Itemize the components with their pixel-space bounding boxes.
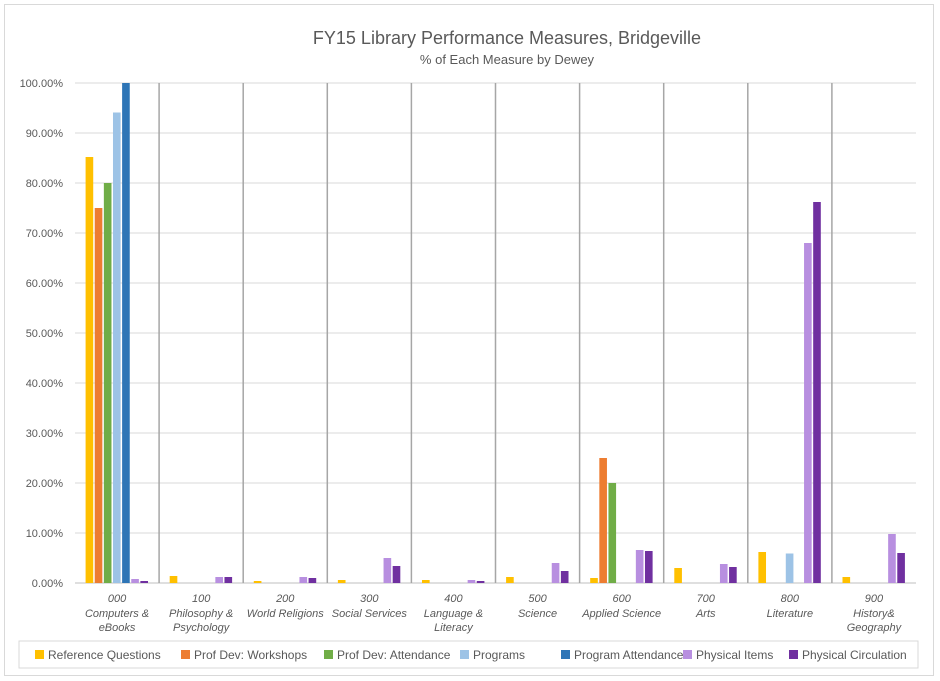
bar (506, 577, 514, 583)
bar (392, 566, 401, 583)
legend-label: Program Attendance (574, 648, 684, 662)
bar (103, 183, 112, 583)
legend-swatch (181, 650, 190, 659)
x-tick-label: Social Services (332, 608, 408, 620)
bar (804, 243, 812, 583)
x-tick-code: 400 (444, 593, 463, 605)
legend-label: Programs (473, 648, 525, 662)
chart-subtitle: % of Each Measure by Dewey (420, 52, 595, 67)
y-tick-label: 10.00% (26, 528, 64, 540)
bar (169, 576, 178, 583)
x-tick-label: Computers & (85, 608, 149, 620)
x-tick-code: 100 (192, 593, 211, 605)
bar (112, 112, 121, 583)
bar (608, 483, 617, 583)
legend-swatch (460, 650, 469, 659)
y-tick-label: 0.00% (32, 578, 63, 590)
bar (897, 553, 905, 583)
y-tick-label: 50.00% (26, 328, 64, 340)
bar (785, 553, 794, 583)
bar (224, 577, 233, 583)
legend-swatch (789, 650, 798, 659)
bar (337, 580, 346, 583)
y-tick-label: 80.00% (26, 178, 64, 190)
bars (85, 83, 905, 583)
bar (842, 577, 851, 583)
x-tick-label: Literacy (434, 622, 474, 634)
x-axis: 000 Computers & eBooks 100 Philosophy & Psych… (85, 593, 903, 634)
legend-swatch (35, 650, 44, 659)
chart-frame: FY15 Library Performance Measures, Bridg… (4, 4, 934, 676)
x-tick-code: 300 (360, 593, 379, 605)
x-tick-label: History& (853, 608, 895, 620)
x-tick-label: Language & (424, 608, 483, 620)
x-tick-code: 900 (865, 593, 884, 605)
x-tick-label: Science (518, 608, 557, 620)
legend-swatch (324, 650, 333, 659)
y-tick-label: 100.00% (20, 78, 64, 90)
legend-label: Physical Items (696, 648, 773, 662)
bar (719, 564, 728, 583)
legend-swatch (561, 650, 570, 659)
y-tick-label: 70.00% (26, 228, 64, 240)
legend-label: Prof Dev: Attendance (337, 648, 451, 662)
bar (888, 534, 896, 583)
bar (560, 571, 569, 583)
bar (758, 552, 767, 583)
x-tick-label: Applied Science (581, 608, 661, 620)
legend-swatch (683, 650, 692, 659)
bar (644, 551, 653, 583)
bar (813, 202, 821, 583)
x-tick-label: Literature (767, 608, 813, 620)
x-tick-code: 200 (275, 593, 295, 605)
x-tick-code: 500 (528, 593, 547, 605)
y-tick-label: 90.00% (26, 128, 64, 140)
y-tick-label: 60.00% (26, 278, 64, 290)
x-tick-label: Geography (847, 622, 903, 634)
bar (674, 568, 682, 583)
bar (308, 578, 317, 583)
x-tick-code: 700 (697, 593, 716, 605)
bar-chart: FY15 Library Performance Measures, Bridg… (18, 28, 919, 669)
x-tick-label: eBooks (99, 622, 136, 634)
chart-title: FY15 Library Performance Measures, Bridg… (313, 28, 701, 48)
bar (383, 558, 392, 583)
x-tick-code: 000 (108, 593, 127, 605)
bar (476, 581, 485, 583)
bar (85, 157, 94, 583)
category-separators (158, 83, 833, 583)
bar (590, 578, 598, 583)
legend-label: Prof Dev: Workshops (194, 648, 307, 662)
bar (635, 550, 644, 583)
x-tick-label: Philosophy & (169, 608, 233, 620)
bar (551, 563, 560, 583)
bar (299, 577, 308, 583)
bar (729, 567, 737, 583)
bar (94, 208, 103, 583)
y-axis: 0.00% 10.00% 20.00% 30.00% 40.00% 50.00% 60.00… (20, 78, 64, 590)
bar (215, 577, 223, 583)
bar (253, 581, 262, 583)
x-tick-label: World Religions (247, 608, 325, 620)
legend-label: Reference Questions (48, 648, 161, 662)
y-tick-label: 30.00% (26, 428, 64, 440)
bar (140, 581, 149, 583)
y-tick-label: 20.00% (26, 478, 64, 490)
y-tick-label: 40.00% (26, 378, 64, 390)
bar (421, 580, 430, 583)
legend-label: Physical Circulation (802, 648, 907, 662)
bar (467, 580, 476, 583)
x-tick-label: Arts (695, 608, 716, 620)
x-tick-code: 600 (612, 593, 631, 605)
legend: Reference Questions Prof Dev: Workshops Pr… (18, 640, 919, 669)
x-tick-code: 800 (781, 593, 800, 605)
bar (599, 458, 607, 583)
x-tick-label: Psychology (173, 622, 231, 634)
bar (131, 579, 139, 583)
bar (122, 83, 130, 583)
